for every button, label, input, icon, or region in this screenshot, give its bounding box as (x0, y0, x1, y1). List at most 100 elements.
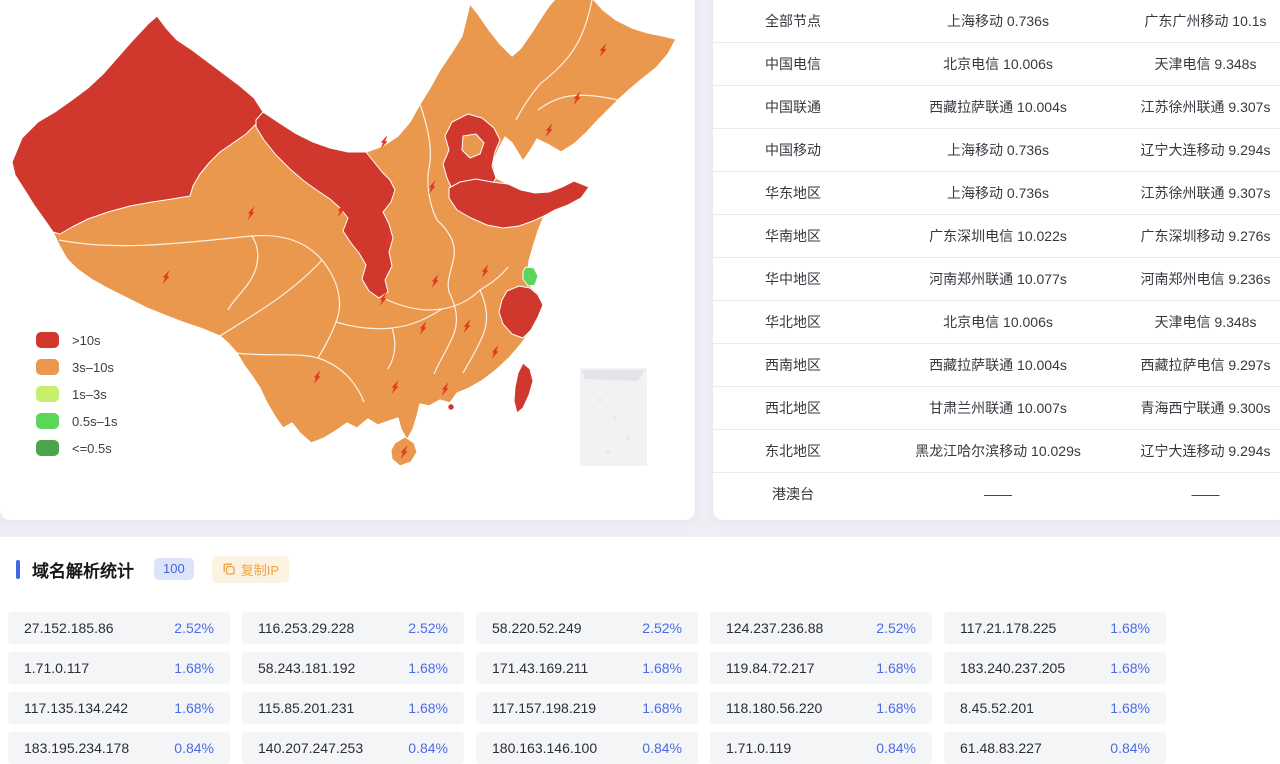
map-region-zhejiang (498, 285, 544, 339)
province-borders (58, 0, 619, 403)
ip-percentage: 1.68% (408, 660, 448, 676)
node-cell-slowest-node: —— (1191, 486, 1220, 502)
legend-swatch (36, 440, 59, 456)
ip-percentage: 1.68% (876, 700, 916, 716)
outage-bolt-icon (483, 149, 491, 163)
outage-bolt-icon (337, 203, 345, 217)
copy-ip-button[interactable]: 复制IP (211, 555, 289, 583)
ip-stat-cell: 58.243.181.192 1.68% (242, 652, 464, 684)
ip-percentage: 1.68% (174, 700, 214, 716)
top-section: >10s 3s–10s 1s–3s 0.5s–1s <=0.5s 全部节点上海移动 0.… (0, 0, 1280, 520)
copy-icon (223, 563, 235, 575)
ip-stat-cell: 140.207.247.253 0.84% (242, 732, 464, 764)
node-cell-region: 西南地区 (765, 357, 821, 373)
outage-bolt-icon (441, 382, 449, 396)
outage-bolt-icon (545, 123, 553, 137)
ip-stat-cell: 117.21.178.225 1.68% (944, 612, 1166, 644)
dns-stats-section: 域名解析统计 100 复制IP 27.152.185.86 2.52% 116.25… (0, 537, 1280, 764)
outage-bolt-icon (379, 292, 387, 306)
ip-percentage: 1.68% (642, 660, 682, 676)
node-cell-fastest-node: 西藏拉萨联通 10.004s (929, 99, 1067, 115)
legend-swatch (36, 332, 59, 348)
map-region-xinjiang (11, 15, 264, 235)
outage-bolt-icon (431, 274, 439, 288)
node-cell-slowest-node: 天津电信 9.348s (1154, 56, 1257, 72)
ip-stat-cell: 124.237.236.88 2.52% (710, 612, 932, 644)
node-cell-slowest-node: 河南郑州电信 9.236s (1140, 271, 1271, 287)
slow-regions[interactable] (11, 15, 590, 414)
node-cell-region: 华南地区 (765, 228, 821, 244)
ip-address: 115.85.201.231 (258, 700, 355, 716)
map-region-shanghai[interactable] (522, 266, 539, 287)
ip-address: 116.253.29.228 (258, 620, 355, 636)
node-table-row: 华东地区 上海移动 0.736s 江苏徐州联通 9.307s (713, 172, 1280, 215)
legend-item: <=0.5s (36, 438, 118, 458)
node-cell-slowest-node: 天津电信 9.348s (1154, 314, 1257, 330)
node-cell-region: 中国移动 (765, 142, 821, 158)
outage-bolt-icon (391, 380, 399, 394)
ip-percentage: 1.68% (1110, 620, 1150, 636)
outage-bolt-icon (428, 180, 436, 194)
china-latency-map[interactable] (0, 0, 695, 520)
node-cell-region: 港澳台 (772, 486, 814, 502)
legend-label: 0.5s–1s (72, 413, 118, 429)
legend-item: >10s (36, 330, 118, 350)
ip-stat-cell: 1.71.0.117 1.68% (8, 652, 230, 684)
ip-address: 117.157.198.219 (492, 700, 597, 716)
map-legend: >10s 3s–10s 1s–3s 0.5s–1s <=0.5s (36, 330, 118, 465)
node-cell-fastest-node: 北京电信 10.006s (943, 314, 1053, 330)
ip-address: 119.84.72.217 (726, 660, 815, 676)
ip-percentage: 1.68% (174, 660, 214, 676)
legend-item: 3s–10s (36, 357, 118, 377)
node-cell-region: 华中地区 (765, 271, 821, 287)
bolt-layer (162, 43, 607, 459)
node-cell-fastest-node: 黑龙江哈尔滨移动 10.029s (915, 443, 1081, 459)
node-cell-region: 东北地区 (765, 443, 821, 459)
ip-address: 1.71.0.117 (24, 660, 90, 676)
node-cell-fastest-node: 西藏拉萨联通 10.004s (929, 357, 1067, 373)
ip-stat-cell: 183.240.237.205 1.68% (944, 652, 1166, 684)
node-table-row: 华中地区 河南郑州联通 10.077s 河南郑州电信 9.236s (713, 258, 1280, 301)
node-table-row: 中国联通 西藏拉萨联通 10.004s 江苏徐州联通 9.307s (713, 86, 1280, 129)
legend-item: 1s–3s (36, 384, 118, 404)
node-table-row: 西南地区 西藏拉萨联通 10.004s 西藏拉萨电信 9.297s (713, 344, 1280, 387)
node-cell-fastest-node: 上海移动 0.736s (947, 185, 1049, 201)
ip-stat-cell: 180.163.146.100 0.84% (476, 732, 698, 764)
outage-bolt-icon (384, 234, 392, 248)
node-table-row: 华南地区 广东深圳电信 10.022s 广东深圳移动 9.276s (713, 215, 1280, 258)
node-cell-fastest-node: 上海移动 0.736s (947, 142, 1049, 158)
outage-bolt-icon (162, 270, 170, 284)
outage-bolt-icon (400, 445, 408, 459)
ip-percentage: 1.68% (642, 700, 682, 716)
ip-address: 8.45.52.201 (960, 700, 1034, 716)
ip-stat-cell: 117.157.198.219 1.68% (476, 692, 698, 724)
ip-percentage: 2.52% (876, 620, 916, 636)
node-cell-fastest-node: 广东深圳电信 10.022s (929, 228, 1067, 244)
copy-ip-label: 复制IP (240, 562, 279, 578)
node-table-row: 西北地区 甘肃兰州联通 10.007s 青海西宁联通 9.300s (713, 387, 1280, 430)
ip-stat-cell: 171.43.169.211 1.68% (476, 652, 698, 684)
node-cell-slowest-node: 广东广州移动 10.1s (1144, 13, 1267, 29)
ip-address: 180.163.146.100 (492, 740, 598, 756)
node-cell-region: 中国电信 (765, 56, 821, 72)
map-region-hongkong (447, 403, 455, 411)
dns-stats-header: 域名解析统计 100 复制IP (16, 555, 1280, 583)
node-cell-region: 全部节点 (765, 13, 821, 29)
node-cell-slowest-node: 西藏拉萨电信 9.297s (1140, 357, 1271, 373)
ip-stat-cell: 61.48.83.227 0.84% (944, 732, 1166, 764)
ip-percentage: 0.84% (1110, 740, 1150, 756)
ip-stat-cell: 118.180.56.220 1.68% (710, 692, 932, 724)
node-cell-slowest-node: 辽宁大连移动 9.294s (1140, 142, 1271, 158)
outage-bolt-icon (481, 264, 489, 278)
ip-address: 183.195.234.178 (24, 740, 130, 756)
section-accent-bar (16, 559, 20, 579)
ip-address: 118.180.56.220 (726, 700, 823, 716)
node-cell-fastest-node: 甘肃兰州联通 10.007s (929, 400, 1067, 416)
ip-address: 61.48.83.227 (960, 740, 1042, 756)
node-cell-region: 华北地区 (765, 314, 821, 330)
ip-percentage: 1.68% (1110, 660, 1150, 676)
map-region-beijing[interactable] (461, 133, 485, 159)
outage-bolt-icon (463, 319, 471, 333)
map-region-taiwan (513, 362, 534, 414)
ip-percentage: 2.52% (174, 620, 214, 636)
